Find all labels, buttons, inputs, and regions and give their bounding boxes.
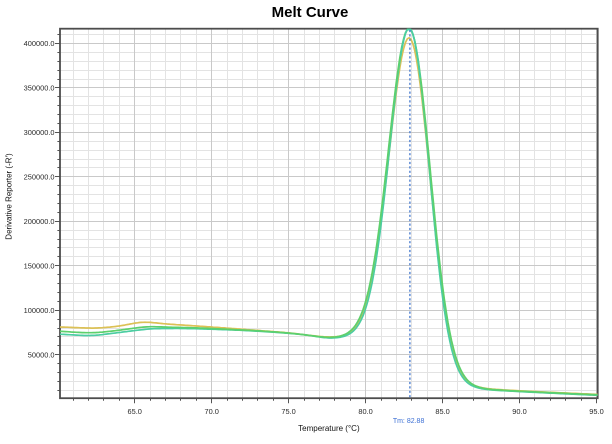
svg-text:75.0: 75.0	[281, 407, 295, 416]
svg-text:Tm: 82.88: Tm: 82.88	[393, 418, 425, 425]
svg-text:50000.0: 50000.0	[28, 350, 55, 359]
svg-text:200000.0: 200000.0	[24, 217, 55, 226]
svg-text:80.0: 80.0	[358, 407, 372, 416]
svg-text:150000.0: 150000.0	[24, 261, 55, 270]
svg-text:85.0: 85.0	[435, 407, 449, 416]
svg-text:95.0: 95.0	[589, 407, 603, 416]
svg-text:70.0: 70.0	[205, 407, 219, 416]
svg-text:Temperature (°C): Temperature (°C)	[298, 424, 360, 433]
svg-text:Derivative Reporter (-R′): Derivative Reporter (-R′)	[5, 153, 14, 240]
svg-text:Melt Curve: Melt Curve	[272, 4, 349, 21]
svg-text:65.0: 65.0	[128, 407, 142, 416]
svg-text:250000.0: 250000.0	[24, 173, 55, 182]
svg-text:100000.0: 100000.0	[24, 306, 55, 315]
svg-text:350000.0: 350000.0	[24, 84, 55, 93]
svg-text:90.0: 90.0	[512, 407, 526, 416]
svg-text:300000.0: 300000.0	[24, 128, 55, 137]
svg-text:400000.0: 400000.0	[24, 39, 55, 48]
